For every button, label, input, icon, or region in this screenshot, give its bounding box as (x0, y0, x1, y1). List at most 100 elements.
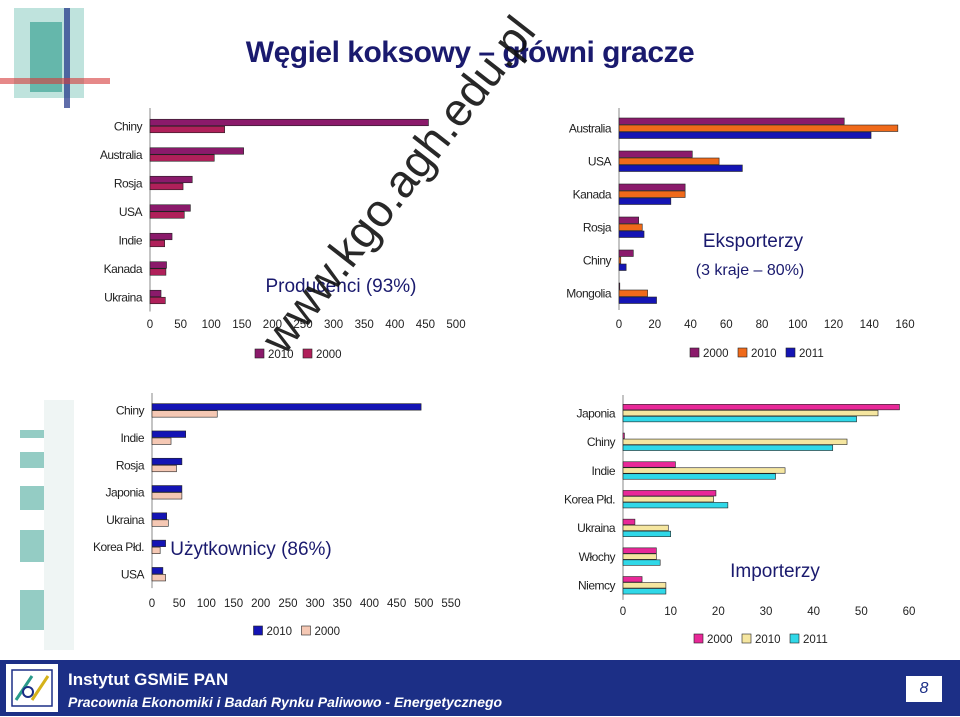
users-legend-label: 2000 (315, 626, 341, 638)
users-bar-2000 (151, 492, 183, 500)
importers-tick-label: 20 (712, 606, 725, 618)
exporters-bar-2000 (618, 249, 634, 257)
users-bar-2010 (151, 457, 183, 466)
users-tick-label: 100 (197, 598, 216, 610)
producers-category-label: Kanada (104, 262, 143, 276)
exporters-tick-label: 40 (684, 319, 697, 331)
importers-legend-label: 2000 (707, 634, 733, 646)
exporters-bar-2011 (618, 296, 657, 304)
exporters-bar-2010 (618, 157, 720, 165)
users-bar-2000 (151, 410, 218, 418)
producers-tick-label: 350 (355, 319, 374, 331)
exporters-tick-label: 80 (756, 319, 769, 331)
exporters-legend-swatch (689, 347, 700, 358)
producers-bar-2010 (149, 232, 173, 241)
importers-legend-swatch (789, 633, 800, 644)
users-bar-2010 (151, 403, 422, 411)
exporters-bar-2011 (618, 263, 627, 271)
users-bar-2000 (151, 437, 172, 445)
exporters-legend-swatch (737, 347, 748, 358)
importers-bar-2010 (622, 582, 667, 589)
producers-annotation: Producenci (93%) (265, 276, 416, 297)
producers-tick-label: 200 (263, 319, 282, 331)
importers-bar-2011 (622, 588, 667, 595)
users-bar-2000 (151, 574, 166, 582)
users-tick-label: 550 (441, 598, 460, 610)
users-chart-panel: Chiny Indie Rosja Japonia Ukraina Korea Płd. U… (86, 385, 466, 650)
producers-bar-2000 (149, 296, 166, 305)
producers-tick-label: 400 (385, 319, 404, 331)
decor-square (0, 78, 110, 84)
exporters-legend-swatch (785, 347, 796, 358)
exporters-tick-label: 140 (860, 319, 879, 331)
users-tick-label: 150 (224, 598, 243, 610)
producers-bar-2000 (149, 268, 167, 276)
exporters-bar-2000 (618, 117, 845, 125)
users-tick-label: 400 (360, 598, 379, 610)
producers-bar-2000 (149, 182, 184, 191)
footer: Instytut GSMiE PAN Pracownia Ekonomiki i… (0, 660, 960, 716)
importers-bar-2011 (622, 502, 729, 509)
users-tick-label: 50 (173, 598, 186, 610)
producers-category-label: Rosja (114, 176, 143, 190)
producers-tick-label: 500 (446, 319, 465, 331)
importers-bar-2000 (622, 518, 636, 525)
users-bar-2000 (151, 519, 169, 527)
importers-tick-label: 0 (620, 606, 626, 618)
users-tick-label: 250 (278, 598, 297, 610)
exporters-category-label: Rosja (583, 221, 612, 235)
decor-square (64, 8, 70, 108)
producers-legend-swatch (254, 348, 265, 359)
decor-square (44, 400, 74, 650)
importers-category-label: Niemcy (578, 579, 616, 593)
producers-bar-2010 (149, 118, 429, 127)
users-bar-2010 (151, 430, 187, 438)
importers-legend-label: 2011 (803, 634, 828, 646)
exporters-tick-label: 60 (720, 319, 733, 331)
importers-bar-2010 (622, 467, 786, 474)
footer-department-name: Pracownia Ekonomiki i Badań Rynku Paliwo… (68, 694, 503, 710)
importers-bar-2000 (622, 461, 676, 468)
users-category-label: Rosja (116, 458, 145, 472)
importers-chart: Japonia Chiny Indie Korea Płd. Ukraina Włochy… (564, 395, 916, 646)
exporters-tick-label: 160 (895, 319, 914, 331)
exporters-category-label: Kanada (573, 188, 612, 202)
users-category-label: Ukraina (106, 513, 145, 527)
producers-chart: Chiny Australia Rosja USA Indie Kanada Ukraina… (100, 108, 466, 361)
producers-category-label: Australia (100, 148, 143, 162)
importers-tick-label: 60 (903, 606, 916, 618)
users-category-label: Chiny (116, 404, 145, 418)
decor-square (20, 430, 44, 438)
importers-category-label: Japonia (576, 406, 615, 420)
producers-tick-label: 50 (174, 319, 187, 331)
producers-tick-label: 0 (147, 319, 153, 331)
exporters-category-label: USA (588, 155, 612, 169)
producers-bar-2000 (149, 239, 165, 248)
exporters-bar-2011 (618, 164, 743, 172)
users-tick-label: 450 (387, 598, 406, 610)
importers-category-label: Korea Płd. (564, 492, 615, 506)
exporters-tick-label: 20 (648, 319, 661, 331)
exporters-bar-2000 (618, 282, 621, 290)
exporters-category-label: Australia (569, 122, 612, 136)
producers-bar-2000 (149, 154, 215, 162)
importers-tick-label: 50 (855, 606, 868, 618)
importers-bar-2000 (622, 547, 657, 554)
producers-category-label: Chiny (114, 119, 143, 133)
exporters-tick-label: 0 (616, 319, 622, 331)
exporters-bar-2010 (618, 124, 899, 132)
producers-tick-label: 100 (202, 319, 221, 331)
users-legend-label: 2010 (267, 626, 293, 638)
exporters-bar-2011 (618, 197, 672, 205)
importers-bar-2011 (622, 416, 857, 423)
producers-bar-2000 (149, 125, 225, 134)
exporters-annotation: Eksporterzy (703, 231, 804, 252)
exporters-bar-2010 (618, 190, 686, 198)
producers-bar-2000 (149, 211, 185, 219)
decor-square (20, 452, 44, 468)
users-annotation: Użytkownicy (86%) (170, 539, 332, 560)
decor-square (20, 530, 44, 562)
exporters-bar-2000 (618, 216, 639, 224)
importers-bar-2010 (622, 438, 848, 445)
importers-bar-2011 (622, 444, 834, 451)
